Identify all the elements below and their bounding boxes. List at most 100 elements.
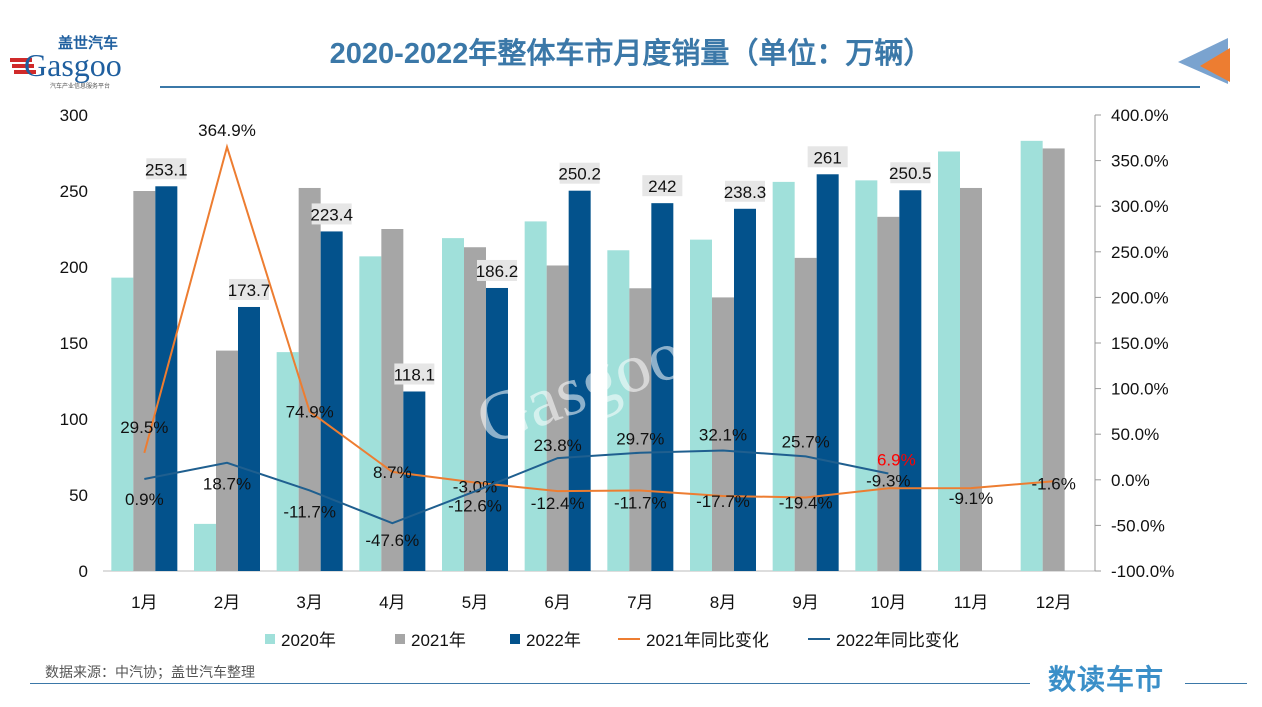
y-tick-label: 300 — [60, 106, 88, 125]
chart-title: 2020-2022年整体车市月度销量（单位：万辆） — [329, 38, 933, 70]
bar-data-label: 223.4 — [310, 205, 353, 224]
bar-2022年 — [320, 231, 343, 571]
header-divider — [160, 86, 1200, 88]
x-tick-label: 2月 — [214, 593, 240, 612]
y2-tick-label: 300.0% — [1111, 197, 1169, 216]
bar-2020年 — [855, 180, 878, 572]
x-tick-label: 7月 — [627, 593, 653, 612]
yoy-2022-data-label: -12.6% — [448, 496, 502, 515]
bar-data-label: 261 — [813, 148, 841, 167]
bar-2022年 — [486, 287, 508, 571]
data-label-bg — [477, 259, 517, 281]
yoy-2021-data-label: -9.3% — [866, 471, 910, 490]
data-label-bg — [311, 203, 352, 225]
bar-data-label: 250.2 — [558, 165, 601, 184]
bar-2020年 — [772, 181, 795, 571]
x-tick-label: 1月 — [131, 593, 157, 612]
gasgoo-logo: 盖世汽车 Gasgoo 汽车产业信息服务平台 — [10, 34, 122, 90]
data-label-bg — [807, 146, 848, 168]
footer-brand: 数读车市 — [1048, 664, 1165, 695]
bar-2020年 — [276, 352, 299, 571]
bar-2021年 — [133, 191, 156, 571]
bar-2020年 — [111, 277, 134, 571]
x-tick-label: 10月 — [870, 593, 906, 612]
yoy-2021-data-label: -17.7% — [696, 492, 750, 511]
bar-data-label: 118.1 — [394, 365, 435, 384]
yoy-2022-line — [144, 449, 889, 525]
y2-tick-label: 350.0% — [1111, 152, 1169, 171]
yoy-2022-data-label: 18.7% — [203, 475, 251, 494]
y-tick-label: 250 — [60, 182, 88, 201]
bar-2021年 — [794, 257, 817, 571]
x-tick-label: 5月 — [462, 593, 488, 612]
y2-tick-label: 0.0% — [1111, 471, 1150, 490]
data-label-bg — [394, 363, 435, 385]
y-tick-label: 50 — [69, 486, 88, 505]
legend-label: 2022年同比变化 — [836, 631, 959, 650]
yoy-2022-data-label: -11.7% — [283, 502, 336, 521]
yoy-2021-data-label: 8.7% — [373, 463, 412, 482]
yoy-2021-data-label: 29.5% — [120, 418, 168, 437]
legend-label: 2020年 — [281, 631, 336, 650]
x-tick-label: 11月 — [954, 593, 989, 612]
bar-2020年 — [442, 238, 464, 571]
yoy-2021-line — [143, 143, 1054, 499]
y2-tick-label: -100.0% — [1111, 562, 1174, 581]
data-source: 数据来源：中汽协；盖世汽车整理 — [45, 664, 255, 680]
bar-2022年 — [734, 208, 756, 571]
y2-tick-label: 250.0% — [1111, 243, 1169, 262]
bar-data-label: 186.2 — [476, 262, 519, 281]
bar-2020年 — [690, 239, 712, 571]
bar-data-label: 173.7 — [228, 281, 271, 300]
y-tick-label: 0 — [79, 562, 88, 581]
x-tick-label: 8月 — [710, 593, 736, 612]
svg-text:汽车产业信息服务平台: 汽车产业信息服务平台 — [50, 82, 110, 90]
y2-tick-label: -50.0% — [1111, 516, 1165, 535]
svg-text:盖世汽车: 盖世汽车 — [58, 34, 118, 52]
legend-2022-yoy: 2022年同比变化 — [808, 626, 959, 651]
bar-2021年 — [298, 187, 321, 571]
x-tick-label: 4月 — [379, 593, 405, 612]
legend-2021: 2021年 — [395, 626, 466, 651]
bar-2021年 — [1042, 148, 1065, 571]
y2-tick-label: 50.0% — [1111, 425, 1159, 444]
data-label-bg — [642, 175, 683, 197]
bar-2021年 — [546, 265, 569, 571]
bar-2020年 — [1020, 140, 1043, 571]
bar-2020年 — [359, 256, 382, 571]
y-tick-label: 200 — [60, 258, 88, 277]
x-tick-label: 6月 — [544, 593, 570, 612]
data-label-bg — [146, 158, 187, 180]
yoy-2022-data-label: -47.6% — [365, 531, 419, 550]
bar-data-label: 242 — [648, 177, 676, 196]
legend-label: 2021年 — [411, 631, 466, 650]
bar-2021年 — [629, 288, 652, 571]
bar-2020年 — [194, 523, 216, 571]
yoy-2022-data-label: 6.9% — [877, 451, 916, 470]
legend-2021-yoy: 2021年同比变化 — [618, 626, 769, 651]
bar-2022年 — [651, 203, 674, 571]
legend-2020: 2020年 — [265, 626, 336, 651]
yoy-2022-data-label: 0.9% — [125, 490, 164, 509]
bar-2022年 — [238, 306, 260, 571]
y2-tick-label: 100.0% — [1111, 380, 1169, 399]
y2-tick-label: 150.0% — [1111, 334, 1169, 353]
bar-2021年 — [381, 229, 404, 571]
bar-2021年 — [712, 297, 734, 571]
y2-tick-label: 200.0% — [1111, 288, 1169, 307]
data-label-bg — [890, 162, 931, 184]
legend-label: 2021年同比变化 — [646, 631, 769, 650]
data-label-bg — [725, 180, 765, 202]
legend-label: 2022年 — [526, 631, 581, 650]
yoy-2022-data-label: 25.7% — [782, 432, 830, 451]
bar-2022年 — [568, 190, 591, 572]
bar-data-label: 253.1 — [145, 160, 188, 179]
bar-2020年 — [524, 221, 547, 571]
bar-data-label: 250.5 — [889, 164, 932, 183]
yoy-2021-data-label: -11.7% — [614, 493, 667, 512]
bar-2021年 — [877, 216, 900, 571]
footer-divider — [30, 683, 1030, 684]
footer-divider — [1185, 683, 1247, 684]
x-tick-label: 12月 — [1036, 593, 1072, 612]
